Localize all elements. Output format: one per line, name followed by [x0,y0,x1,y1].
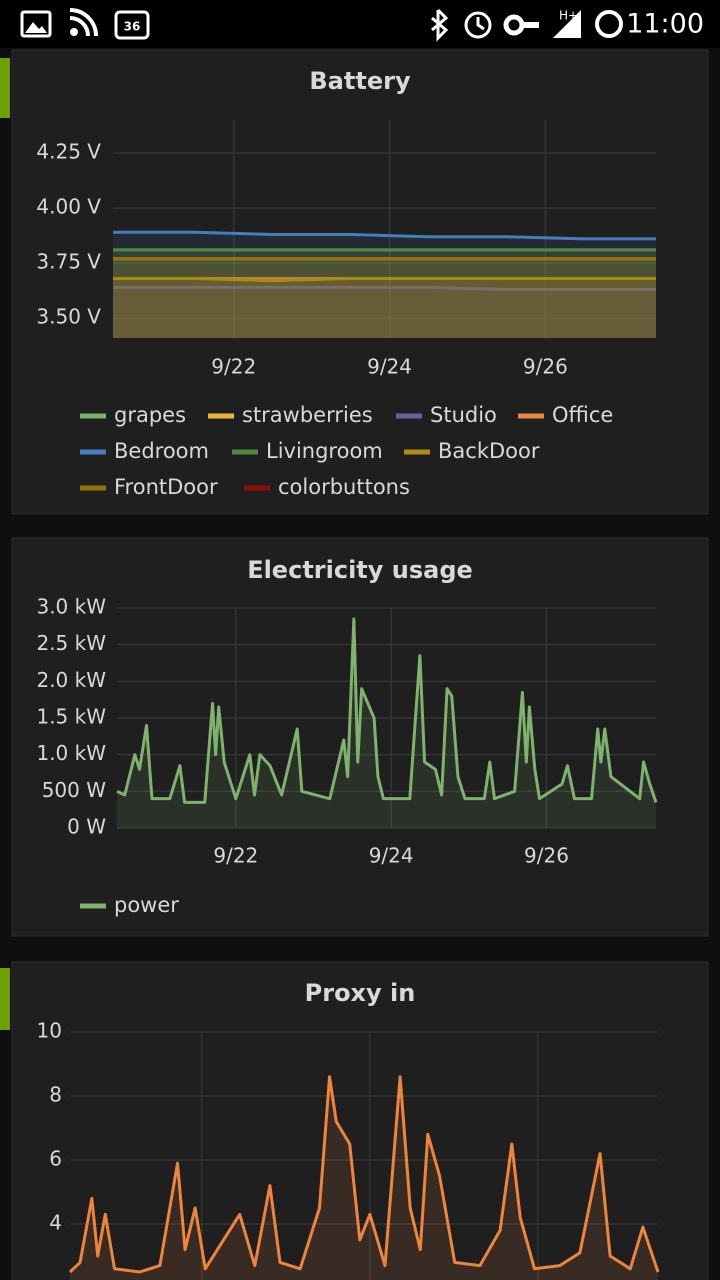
series-area [113,258,656,338]
panel [11,961,709,1280]
x-tick-label: 9/22 [211,355,256,379]
network-type: H+ [559,9,578,23]
y-tick-label: 0 W [67,815,106,839]
x-tick-label: 9/26 [523,355,568,379]
y-tick-label: 500 W [42,778,107,802]
legend-label: Office [552,403,613,427]
series-line [68,1075,660,1274]
x-tick-label: 9/24 [367,355,412,379]
y-tick-label: 3.50 V [36,305,101,329]
panel-title: Proxy in [305,979,416,1007]
legend-label: FrontDoor [114,475,218,499]
series-area [113,287,656,338]
legend-swatch [244,485,270,491]
x-tick-label: 9/22 [213,844,258,868]
y-tick-label: 2.0 kW [36,668,106,692]
badge: 36 [124,20,141,34]
y-tick-label: 4 [49,1211,62,1235]
status-bar [0,0,720,48]
series-area [113,278,656,338]
legend-swatch [80,413,106,419]
panel-accent [0,58,10,118]
y-tick-label: 1.0 kW [36,741,106,765]
series-line [116,617,658,804]
panel-title: Battery [309,67,411,95]
y-tick-label: 3.75 V [36,250,101,274]
y-tick-label: 2.5 kW [36,631,106,655]
legend-label: Studio [430,403,497,427]
legend-label: BackDoor [438,439,540,463]
y-tick-label: 8 [49,1083,62,1107]
y-tick-label: 10 [37,1019,62,1043]
x-tick-label: 9/26 [524,844,569,868]
status-icons [20,8,623,42]
legend-label: grapes [114,403,186,427]
panel [11,49,709,515]
series-area [70,1076,658,1280]
y-tick-label: 1.5 kW [36,705,106,729]
series-area [113,278,656,338]
series-line [113,285,656,292]
series-area [113,249,656,338]
series-line [113,277,656,283]
legend-swatch [80,449,106,455]
legend-swatch [80,903,106,909]
legend-swatch [208,413,234,419]
y-tick-label: 4.00 V [36,195,101,219]
legend-swatch [518,413,544,419]
clock: 11:00 [626,9,704,40]
panel-accent [0,968,10,1030]
x-tick-label: 9/24 [369,844,414,868]
y-tick-label: 4.25 V [36,140,101,164]
legend-label: Livingroom [266,439,383,463]
legend-swatch [404,449,430,455]
y-tick-label: 6 [49,1147,62,1171]
legend-swatch [396,413,422,419]
panel-title: Electricity usage [247,556,473,584]
legend-label: colorbuttons [278,475,410,499]
legend-label: strawberries [242,403,373,427]
legend-label: power [114,893,179,917]
legend-label: Bedroom [114,439,209,463]
legend-swatch [80,485,106,491]
series-area [113,249,656,338]
y-tick-label: 3.0 kW [36,595,106,619]
legend-swatch [232,449,258,455]
series-line [113,230,656,241]
